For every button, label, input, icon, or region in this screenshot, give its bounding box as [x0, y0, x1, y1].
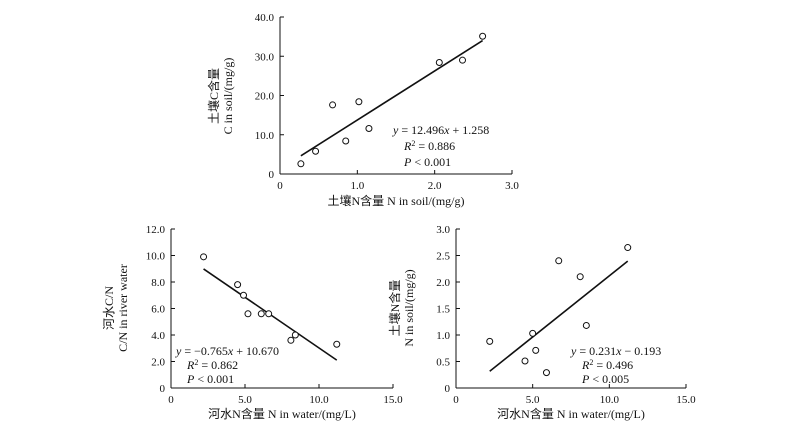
data-point	[486, 337, 494, 345]
y-tick-label: 10.0	[146, 251, 166, 263]
data-point	[297, 160, 305, 168]
chart-bottom-left: 0 2.0 4.0 6.0 8.0 10.0 12.0 0 5.0 10.0 15.0 河水N含量 N…	[102, 224, 403, 421]
y-tick-label: 0	[445, 383, 451, 395]
data-point	[459, 56, 467, 64]
y-tick-label: 0	[269, 169, 275, 181]
data-point	[240, 291, 248, 299]
x-tick-label: 15.0	[383, 394, 403, 406]
x-tick-label: 0	[453, 394, 459, 406]
data-point	[582, 321, 590, 329]
y-axis-title: 土壤C含量C in soil/(mg/g)	[206, 58, 235, 135]
data-point	[329, 101, 337, 109]
data-point	[479, 32, 487, 40]
y-tick-label: 4.0	[151, 330, 165, 342]
data-point	[435, 59, 443, 67]
x-tick-label: 15.0	[676, 394, 696, 406]
regression-equation: y = −0.765x + 10.670	[175, 344, 279, 358]
y-tick-label: 2.0	[151, 357, 165, 369]
data-point	[200, 253, 208, 261]
y-tick-label: 30.0	[255, 51, 275, 63]
regression-line	[300, 39, 484, 157]
regression-equation: y = 12.496x + 1.258	[392, 123, 489, 137]
x-axis-title: 河水N含量 N in water/(mg/L)	[497, 406, 645, 421]
y-tick-label: 6.0	[151, 304, 165, 316]
p-value: P < 0.005	[581, 372, 629, 386]
x-tick-label: 3.0	[505, 180, 519, 192]
x-tick-label: 2.0	[428, 180, 442, 192]
data-point	[532, 346, 540, 354]
y-tick-label: 2.0	[436, 277, 450, 289]
data-point	[555, 257, 563, 265]
data-point	[312, 147, 320, 155]
data-point	[291, 331, 299, 339]
y-tick-label: 2.5	[436, 251, 450, 263]
data-point	[355, 98, 363, 106]
x-tick-label: 10.0	[309, 394, 329, 406]
x-axis-title: 河水N含量 N in water/(mg/L)	[208, 406, 356, 421]
x-axis-title: 土壤N含量 N in soil/(mg/g)	[328, 193, 465, 208]
data-point	[576, 273, 584, 281]
y-tick-label: 3.0	[436, 224, 450, 236]
x-tick-label: 0	[277, 180, 283, 192]
y-tick-label: 12.0	[146, 224, 166, 236]
x-tick-label: 10.0	[600, 394, 620, 406]
x-tick-label: 0	[168, 394, 174, 406]
y-tick-label: 8.0	[151, 277, 165, 289]
y-axis-title: 河水C/NC/N in river water	[102, 264, 130, 352]
r-squared: R2 = 0.496	[581, 358, 633, 373]
data-point	[529, 329, 537, 337]
data-point	[521, 357, 529, 365]
x-tick-label: 5.0	[526, 394, 540, 406]
data-point	[265, 310, 273, 318]
data-point	[542, 369, 550, 377]
data-point	[342, 137, 350, 145]
p-value: P < 0.001	[186, 372, 234, 386]
y-tick-label: 10.0	[255, 130, 275, 142]
r-squared: R2 = 0.886	[403, 139, 455, 154]
y-axis-title: 土壤N含量N in soil/(mg/g)	[387, 269, 416, 346]
chart-bottom-right: 0 0.5 1.0 1.5 2.0 2.5 3.0 0 5.0 10.0 15.0 河水N含量 N i…	[387, 224, 696, 421]
y-tick-label: 20.0	[255, 91, 275, 103]
data-point	[624, 244, 632, 252]
r-squared: R2 = 0.862	[186, 358, 238, 373]
y-tick-label: 0	[160, 383, 166, 395]
data-point	[365, 124, 373, 132]
p-value: P < 0.001	[403, 155, 451, 169]
data-point	[234, 281, 242, 289]
x-tick-label: 5.0	[238, 394, 252, 406]
y-tick-label: 40.0	[255, 12, 275, 24]
y-tick-label: 1.5	[436, 304, 450, 316]
chart-top: 0 10.0 20.0 30.0 40.0 0 1.0 2.0 3.0 土壤N含量 N in so…	[206, 12, 519, 208]
x-tick-label: 1.0	[350, 180, 364, 192]
data-point	[287, 336, 295, 344]
data-point	[244, 310, 252, 318]
y-tick-label: 1.0	[436, 330, 450, 342]
y-tick-label: 0.5	[436, 357, 450, 369]
regression-equation: y = 0.231x − 0.193	[570, 344, 661, 358]
regression-line	[489, 260, 629, 372]
data-point	[257, 310, 265, 318]
data-point	[333, 340, 341, 348]
